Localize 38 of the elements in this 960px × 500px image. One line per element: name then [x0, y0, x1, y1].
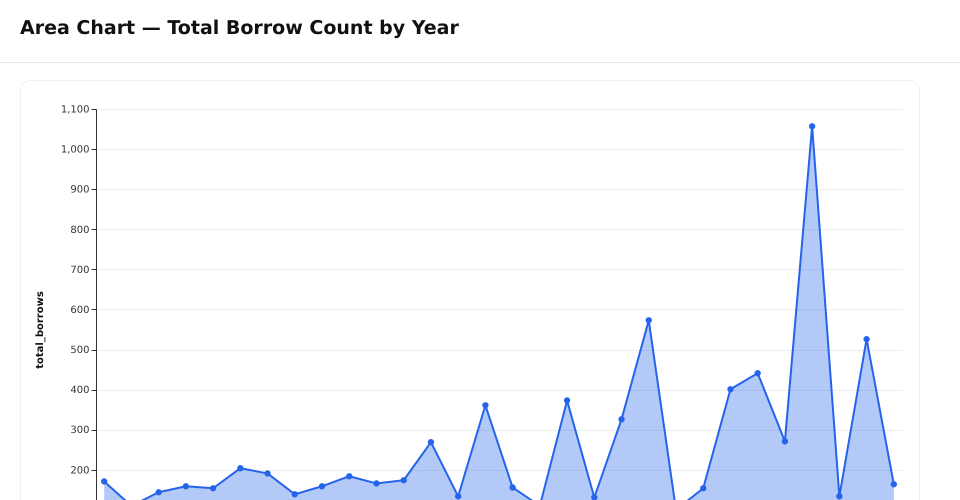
y-tick-label: 800: [70, 224, 90, 236]
point: [836, 493, 843, 500]
point: [454, 493, 462, 500]
y-tick-label: 1,000: [60, 144, 90, 156]
point: [618, 416, 625, 422]
point: [700, 485, 706, 492]
y-axis-title: total_borrows: [34, 291, 46, 369]
y-tick-label: 700: [70, 264, 90, 276]
chart-title: Area Chart — Total Borrow Count by Year: [20, 17, 460, 39]
point: [808, 123, 816, 130]
y-tick-label: 500: [70, 345, 90, 356]
point: [155, 489, 162, 496]
point: [564, 397, 570, 404]
point: [754, 370, 761, 376]
point: [373, 480, 380, 487]
y-tick-label: 400: [70, 385, 90, 396]
point: [101, 478, 108, 485]
point: [400, 477, 407, 484]
point: [482, 402, 489, 408]
point: [782, 438, 788, 445]
point: [346, 473, 352, 480]
point: [646, 317, 652, 324]
point: [428, 439, 434, 446]
y-tick-label: 300: [70, 425, 90, 436]
point: [890, 481, 897, 488]
point: [182, 483, 190, 490]
y-tick-label: 1,100: [60, 104, 90, 116]
point: [210, 485, 216, 492]
point: [318, 483, 326, 490]
point: [727, 386, 734, 392]
y-tick-label: 200: [70, 465, 90, 476]
y-tick-label: 600: [70, 304, 90, 316]
point: [264, 470, 271, 477]
point: [237, 465, 244, 472]
point: [509, 484, 516, 491]
point: [863, 336, 870, 342]
y-tick-label: 900: [70, 184, 90, 196]
point: [292, 491, 298, 498]
